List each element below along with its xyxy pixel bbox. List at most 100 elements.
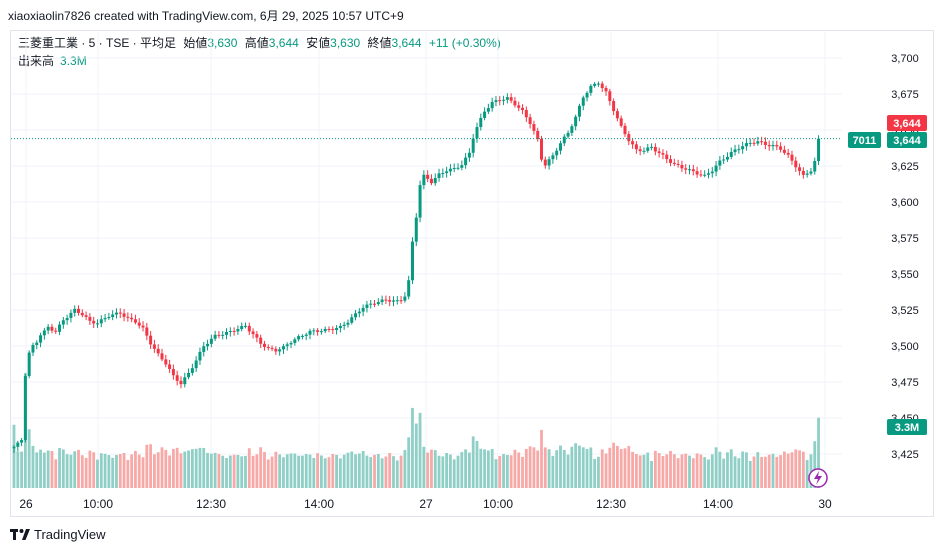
volume-bar <box>672 454 676 488</box>
volume-bar <box>297 455 301 488</box>
volume-bar <box>543 447 547 488</box>
volume-bar <box>517 452 521 488</box>
volume-bar <box>259 447 263 488</box>
volume-bar <box>27 429 31 488</box>
candle-body <box>331 329 335 331</box>
volume-bar <box>616 445 619 488</box>
candle-body <box>574 116 578 127</box>
volume-bar <box>653 450 657 488</box>
candle-body <box>126 316 130 318</box>
volume-bar <box>574 443 578 488</box>
volume-bar <box>338 458 342 488</box>
volume-bar <box>80 455 84 488</box>
volume-bar <box>764 456 767 488</box>
volume-bar <box>688 455 691 488</box>
tradingview-footer[interactable]: TradingView <box>10 527 106 542</box>
volume-bar <box>354 454 357 488</box>
volume-bar <box>532 447 536 488</box>
close-price-badge: 3,644 <box>893 135 921 147</box>
volume-bar <box>175 447 179 488</box>
volume-bar <box>236 454 240 488</box>
volume-badge: 3.3M <box>895 422 919 434</box>
candle-body <box>627 134 631 142</box>
candle-body <box>706 173 710 175</box>
volume-bar <box>221 455 225 488</box>
candle-body <box>373 303 377 305</box>
candle-body <box>813 160 817 172</box>
volume-bar <box>168 455 171 488</box>
volume-bar <box>513 449 517 488</box>
candle-body <box>418 185 422 218</box>
candle-body <box>243 325 247 327</box>
x-tick-label: 10:00 <box>483 497 513 511</box>
ohlc-legend: 三菱重工業 · 5 · TSE · 平均足 始値3,630 高値3,644 安値… <box>18 35 501 52</box>
candle-body <box>369 303 373 305</box>
volume-bar <box>634 454 638 488</box>
volume-bar <box>528 446 532 488</box>
candle-body <box>156 348 160 354</box>
symbol-label[interactable]: 三菱重工業 · 5 · TSE · 平均足 <box>18 36 177 50</box>
candle-body <box>183 377 187 385</box>
candle-body <box>460 165 464 168</box>
candle-body <box>805 173 809 175</box>
candle-body <box>338 325 342 329</box>
volume-bar <box>597 456 600 488</box>
candle-body <box>141 325 145 328</box>
volume-bar <box>361 450 365 488</box>
volume-bar <box>99 453 103 488</box>
volume-bar <box>729 449 733 488</box>
volume-bar <box>650 460 653 488</box>
volume-bar <box>581 447 585 488</box>
candle-body <box>407 280 411 297</box>
volume-bar <box>160 447 164 488</box>
candle-body <box>130 317 134 320</box>
volume-bar <box>149 444 153 488</box>
candle-body <box>95 323 99 325</box>
candle-body <box>300 335 304 337</box>
volume-bar <box>365 455 369 488</box>
volume-bar <box>403 450 407 488</box>
y-tick-label: 3,600 <box>891 197 919 209</box>
volume-bar <box>456 455 460 488</box>
volume-bar <box>593 458 597 488</box>
candle-body <box>77 308 81 313</box>
candle-body <box>209 338 213 344</box>
volume-bar <box>399 455 403 488</box>
candle-body <box>35 342 39 345</box>
volume-bar <box>134 450 137 488</box>
candle-body <box>202 346 206 352</box>
volume-bar <box>61 449 65 488</box>
volume-bar <box>137 454 141 488</box>
candle-body <box>676 163 680 165</box>
ticker-badge-bg <box>848 132 881 148</box>
volume-bar <box>468 452 471 488</box>
candle-body <box>251 331 255 335</box>
candle-body <box>801 170 805 175</box>
x-tick-label: 14:00 <box>703 497 733 511</box>
volume-bar <box>183 451 187 488</box>
candle-body <box>190 368 194 373</box>
candle-body <box>122 313 126 317</box>
volume-bar <box>782 451 786 488</box>
candle-body <box>665 154 669 160</box>
volume-bar <box>16 451 20 488</box>
volume-bar <box>42 452 46 488</box>
volume-bar <box>631 451 634 488</box>
volume-bar <box>714 447 718 488</box>
volume-bar <box>327 457 331 488</box>
volume-bar <box>540 429 543 488</box>
candle-body <box>657 151 661 154</box>
candle-body <box>498 100 502 102</box>
candle-body <box>403 296 407 301</box>
candle-body <box>521 107 525 110</box>
candle-body <box>589 85 593 93</box>
candle-body <box>543 159 547 166</box>
candle-body <box>509 97 513 101</box>
candle-body <box>752 142 756 144</box>
volume-bar <box>794 449 798 488</box>
volume-bar <box>562 449 566 488</box>
volume-bar <box>498 455 502 488</box>
volume-bar <box>380 458 384 488</box>
chart-credit: xiaoxiaolin7826 created with TradingView… <box>8 9 404 23</box>
